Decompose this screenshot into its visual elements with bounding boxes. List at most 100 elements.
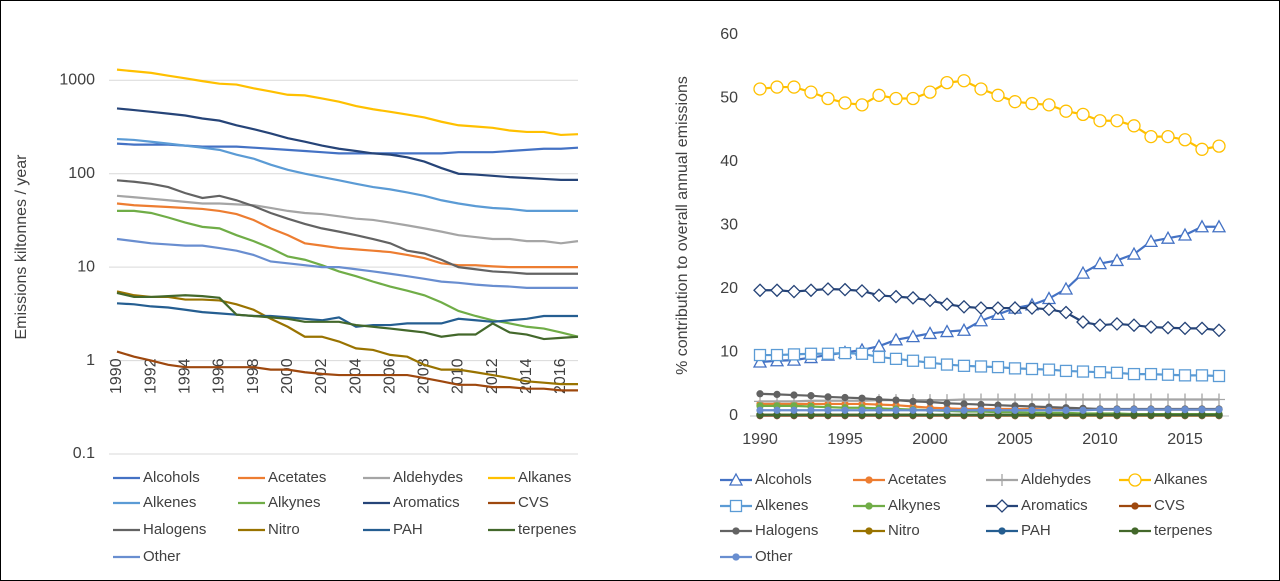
marker bbox=[821, 282, 835, 296]
marker bbox=[1178, 321, 1192, 336]
legend-label: PAH bbox=[1021, 522, 1051, 539]
marker bbox=[1212, 369, 1226, 383]
marker bbox=[804, 283, 818, 298]
marker bbox=[728, 472, 744, 486]
marker bbox=[1161, 129, 1175, 144]
legend-label: Other bbox=[755, 548, 793, 565]
marker bbox=[889, 91, 903, 106]
marker bbox=[906, 354, 920, 367]
marker bbox=[865, 476, 873, 484]
x-tick-label: 2014 bbox=[518, 358, 535, 394]
marker bbox=[1025, 96, 1039, 111]
marker bbox=[790, 406, 798, 414]
marker bbox=[1008, 95, 1022, 109]
marker bbox=[787, 284, 801, 299]
marker bbox=[855, 347, 869, 360]
marker bbox=[1093, 318, 1107, 333]
y-tick-label: 10 bbox=[77, 258, 95, 275]
legend-label: Aromatics bbox=[1021, 497, 1088, 514]
marker bbox=[1213, 393, 1225, 406]
marker bbox=[960, 400, 968, 408]
marker bbox=[875, 395, 883, 404]
x-tick-label: 2012 bbox=[484, 358, 501, 394]
series-line bbox=[760, 398, 1219, 403]
x-tick-label: 2004 bbox=[347, 358, 364, 394]
marker bbox=[732, 553, 740, 561]
chart: Emissions kiltonnes / year 0.1 1 10 100 1000 1… bbox=[13, 68, 579, 565]
legend-label: Alcohols bbox=[755, 471, 812, 488]
x-tick-label: 2000 bbox=[279, 358, 296, 394]
marker bbox=[1195, 321, 1209, 336]
marker bbox=[960, 406, 968, 414]
marker bbox=[1161, 368, 1175, 381]
marker bbox=[1096, 405, 1104, 414]
marker bbox=[804, 85, 818, 99]
marker bbox=[923, 85, 937, 99]
y-tick-label: 0.1 bbox=[73, 445, 95, 462]
marker bbox=[770, 80, 784, 94]
marker bbox=[1181, 405, 1189, 414]
marker bbox=[732, 527, 740, 535]
marker bbox=[1179, 393, 1191, 406]
series-line bbox=[116, 107, 578, 181]
marker bbox=[1008, 362, 1022, 375]
marker bbox=[821, 91, 835, 106]
series-line bbox=[116, 194, 579, 245]
marker bbox=[991, 88, 1005, 102]
marker bbox=[1212, 139, 1226, 153]
marker bbox=[940, 297, 954, 312]
marker bbox=[824, 393, 832, 401]
marker bbox=[756, 390, 764, 398]
marker bbox=[753, 348, 767, 362]
marker bbox=[1211, 219, 1227, 233]
legend-label: Aromatics bbox=[393, 494, 460, 511]
marker bbox=[1130, 405, 1138, 414]
marker bbox=[1215, 405, 1223, 414]
marker bbox=[1110, 114, 1124, 128]
marker bbox=[838, 346, 852, 360]
marker bbox=[1110, 366, 1124, 379]
marker bbox=[1059, 104, 1073, 118]
marker bbox=[956, 322, 972, 336]
marker bbox=[858, 406, 866, 414]
marker bbox=[773, 390, 781, 399]
marker bbox=[770, 348, 784, 362]
marker bbox=[1008, 301, 1022, 315]
x-tick-label: 1994 bbox=[177, 358, 194, 394]
marker bbox=[841, 406, 849, 414]
marker bbox=[1076, 365, 1090, 378]
marker bbox=[1076, 315, 1090, 329]
series-line bbox=[760, 287, 1220, 332]
marker bbox=[905, 329, 921, 343]
x-tick-label: 1996 bbox=[211, 358, 228, 394]
marker bbox=[858, 394, 866, 402]
y-tick-label: 1000 bbox=[59, 72, 95, 89]
chart: % contribution to overall annual emissio… bbox=[674, 26, 1229, 565]
series-line bbox=[116, 179, 578, 275]
x-tick-label: 2015 bbox=[1167, 431, 1203, 448]
marker bbox=[1144, 320, 1158, 335]
legend-label: terpenes bbox=[1154, 522, 1212, 539]
marker bbox=[787, 80, 801, 94]
marker bbox=[1162, 393, 1174, 406]
marker bbox=[1164, 405, 1172, 414]
marker bbox=[892, 396, 900, 404]
marker bbox=[1060, 393, 1072, 406]
y-tick-label: 1 bbox=[86, 352, 95, 369]
marker bbox=[1093, 114, 1107, 128]
y-tick-label: 40 bbox=[720, 153, 738, 170]
marker bbox=[1160, 230, 1176, 244]
marker bbox=[906, 91, 920, 106]
marker bbox=[1131, 527, 1139, 535]
x-tick-label: 2010 bbox=[450, 358, 467, 394]
marker bbox=[1025, 301, 1039, 315]
marker bbox=[1145, 393, 1157, 406]
marker bbox=[940, 358, 954, 371]
y-axis-title: Emissions kiltonnes / year bbox=[13, 154, 30, 340]
legend-label: Aldehydes bbox=[1021, 471, 1091, 488]
x-tick-label: 2010 bbox=[1082, 431, 1118, 448]
marker bbox=[838, 96, 852, 110]
y-tick-label: 10 bbox=[720, 344, 738, 361]
x-tick-label: 1995 bbox=[827, 431, 863, 448]
marker bbox=[790, 391, 798, 399]
